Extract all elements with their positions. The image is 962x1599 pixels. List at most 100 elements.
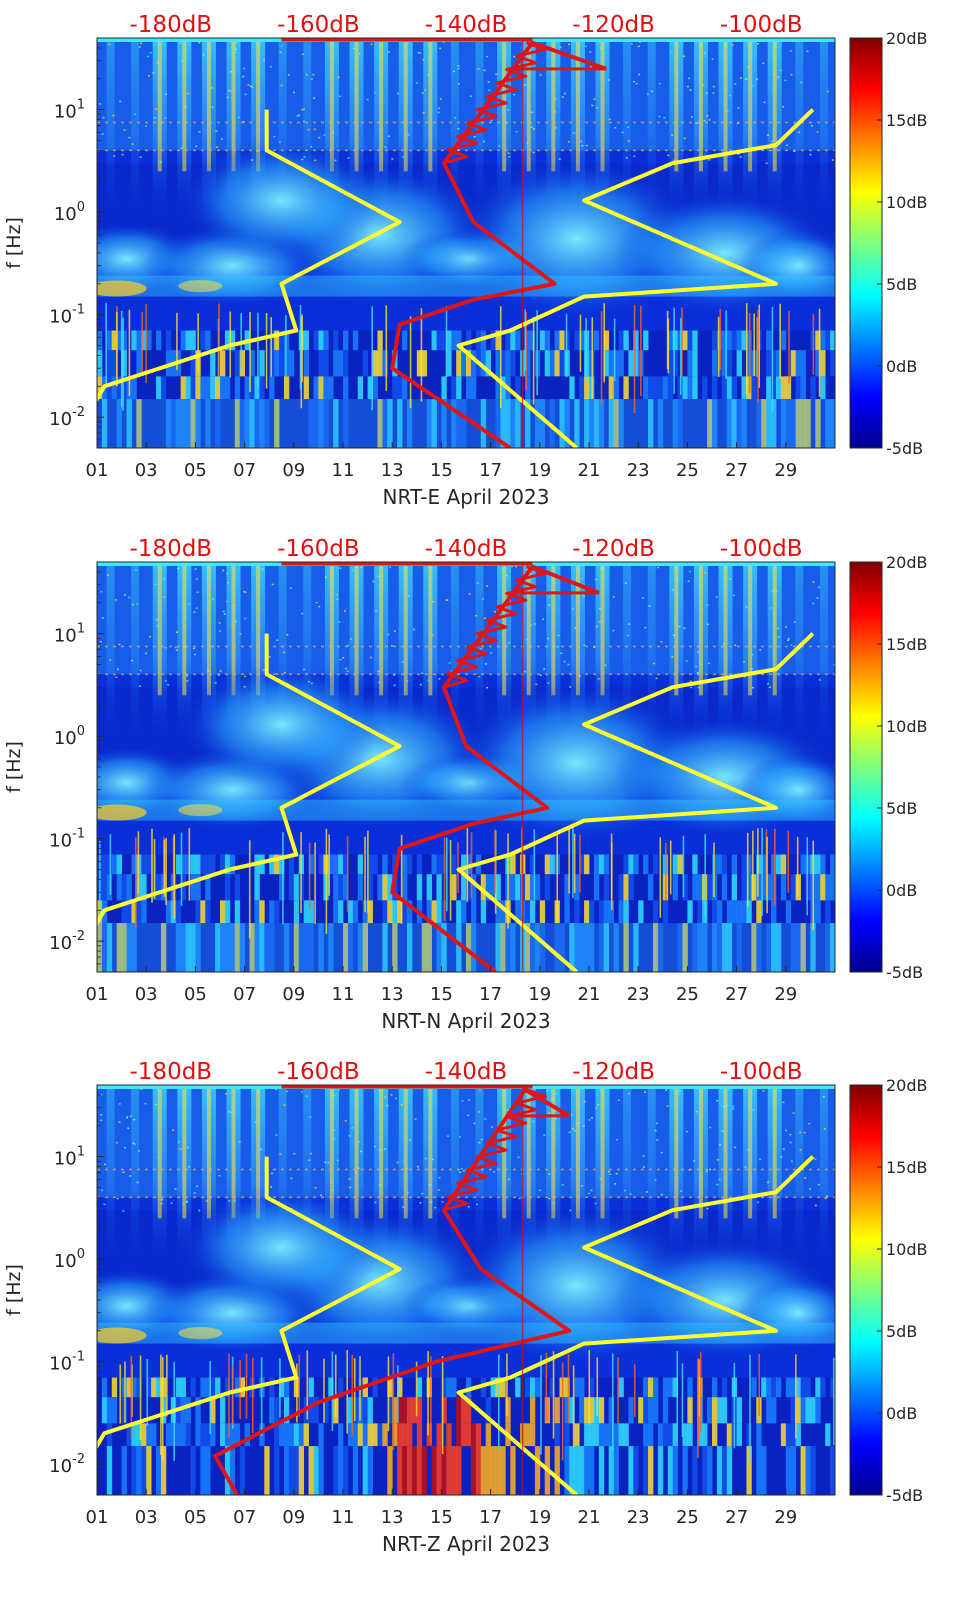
transient-event [180, 832, 183, 906]
spectrogram-cell [165, 1423, 172, 1447]
spectrogram-cell [121, 330, 127, 351]
spectrogram-cell [352, 900, 359, 924]
transient-event [788, 310, 790, 384]
noise-speckle [211, 645, 214, 648]
noise-speckle [734, 644, 737, 647]
transient-event [572, 827, 574, 899]
noise-speckle [539, 674, 542, 677]
noise-speckle [318, 605, 321, 608]
transient-event [761, 827, 763, 917]
spectrogram-cell [220, 1397, 226, 1424]
spectrogram-cell [283, 376, 290, 400]
noise-speckle [233, 1199, 236, 1202]
spectrogram-cell [574, 1377, 580, 1398]
noise-speckle [439, 47, 442, 50]
transient-event [430, 1356, 432, 1444]
spectrogram-cell [269, 376, 275, 400]
spectrogram-cell [608, 1446, 614, 1495]
spectrogram-cell [820, 854, 826, 875]
noise-speckle [644, 626, 647, 629]
spectrogram-cell [830, 923, 835, 972]
x-tick-label: 21 [578, 460, 601, 481]
spectrogram-cell [643, 854, 649, 875]
noise-speckle [689, 570, 692, 573]
transient-event [116, 311, 118, 386]
spectrogram-cell [308, 1446, 314, 1495]
spectrogram-cell [731, 376, 737, 400]
noise-speckle [228, 1200, 231, 1202]
noise-speckle [260, 1148, 263, 1151]
transient-event [301, 314, 303, 383]
spectrogram-cell [677, 923, 683, 972]
spectrogram-cell [490, 1446, 496, 1495]
spectrogram-cell [672, 1377, 678, 1398]
spectrogram-cell [790, 1423, 797, 1447]
spectrogram-cell [131, 1446, 137, 1495]
y-tick-label: 101 [54, 1145, 85, 1170]
noise-speckle [115, 676, 118, 679]
noise-speckle [164, 117, 167, 119]
spectrogram-cell [357, 874, 364, 901]
spectrogram-cell [771, 376, 777, 400]
x-axis-label: NRT-N April 2023 [381, 1009, 550, 1033]
noise-speckle [346, 670, 349, 672]
spectrogram-cell [830, 1446, 835, 1495]
spectrogram-cell [397, 1446, 403, 1495]
noise-speckle [238, 1140, 241, 1143]
spectrogram-cell [662, 1397, 669, 1424]
noise-speckle [468, 1099, 471, 1101]
noise-speckle [789, 1141, 792, 1144]
spectrogram-cell [116, 330, 122, 351]
spectrogram-cell [780, 330, 787, 351]
spectrogram-cell [397, 1423, 403, 1447]
spectrogram-cell [529, 874, 536, 901]
transient-event [364, 836, 366, 913]
transient-event [617, 1357, 619, 1425]
spectrogram-cell [608, 399, 614, 448]
spectrogram-cell [293, 923, 300, 972]
transient-event [99, 841, 101, 923]
noise-speckle [229, 70, 232, 73]
spectrogram-cell [436, 854, 442, 875]
spectrogram-cell [126, 923, 132, 972]
transient-event [282, 832, 284, 925]
spectrogram-cell [820, 330, 826, 351]
noise-speckle [594, 578, 597, 581]
x-tick-label: 09 [282, 460, 305, 481]
noise-speckle [275, 1134, 278, 1136]
noise-speckle [413, 628, 416, 631]
spectrogram-cell [657, 1446, 664, 1495]
microseism-peak [97, 1327, 147, 1344]
noise-speckle [814, 1158, 817, 1161]
spectrogram-cell [210, 1397, 216, 1424]
y-tick-label: 10-1 [49, 1350, 85, 1375]
spectrogram-cell [387, 1377, 393, 1398]
noise-speckle [553, 1202, 556, 1205]
transient-event [130, 1355, 133, 1440]
x-tick-label: 29 [774, 1507, 797, 1528]
spectrogram-cell [780, 399, 787, 448]
noise-speckle [439, 98, 442, 100]
spectrogram-cell [259, 399, 265, 448]
x-axis-label: NRT-E April 2023 [383, 485, 550, 509]
noise-speckle [99, 641, 102, 643]
noise-speckle [310, 146, 313, 148]
spectrogram-cell [785, 1446, 792, 1495]
noise-speckle [417, 51, 420, 54]
spectrogram-cell [544, 854, 551, 875]
noise-speckle [476, 582, 479, 584]
transient-event [565, 313, 568, 378]
spectrogram-cell [436, 900, 442, 924]
noise-speckle [817, 1183, 820, 1186]
spectrogram-cell [426, 900, 432, 924]
spectrogram-cell [367, 900, 373, 924]
spectrogram-cell [101, 1397, 108, 1424]
x-tick-label: 07 [233, 460, 256, 481]
noise-speckle [301, 53, 304, 56]
spectrogram-cell [628, 854, 634, 875]
noise-speckle [314, 1187, 317, 1189]
noise-speckle [548, 1197, 551, 1200]
x-tick-label: 13 [381, 1507, 404, 1528]
spectrogram-cell [736, 350, 742, 377]
spectrogram-cell [470, 900, 477, 924]
